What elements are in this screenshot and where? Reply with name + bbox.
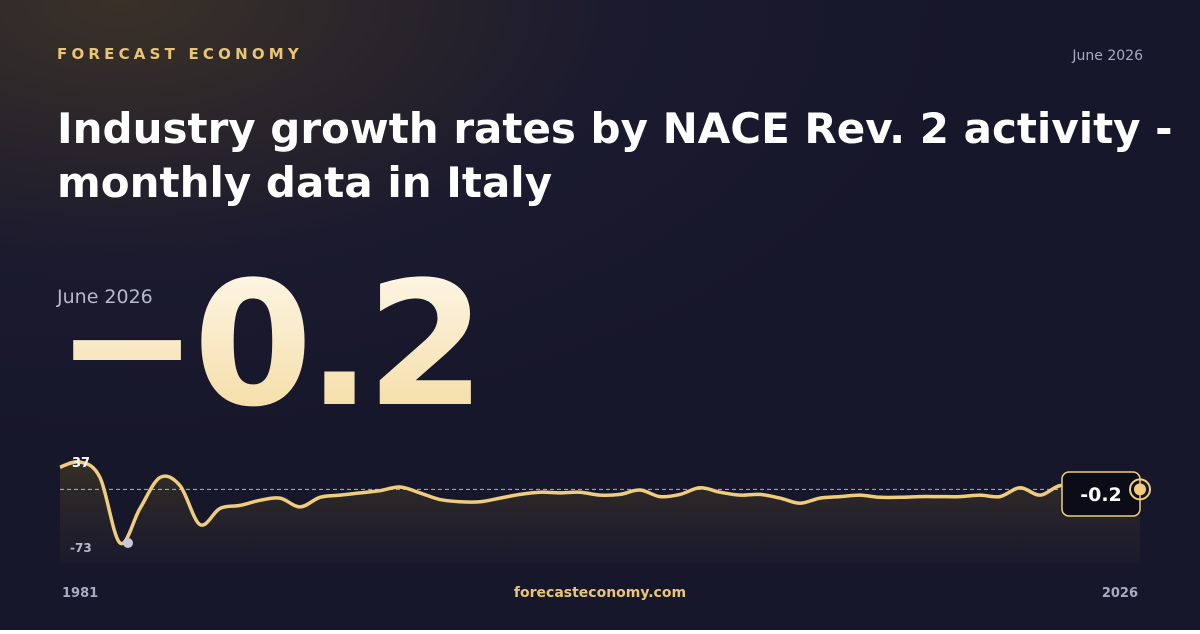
headline-date: June 2026	[56, 286, 153, 308]
x-end-label: 2026	[1102, 586, 1138, 601]
area	[60, 461, 1140, 563]
max-label: 37	[72, 456, 90, 471]
title: monthly data in Italy	[57, 158, 552, 207]
report-date: June 2026	[1071, 48, 1143, 64]
site-url: forecasteconomy.com	[514, 585, 686, 601]
latest-point-ring	[1129, 478, 1151, 501]
title: Industry growth rates by NACE Rev. 2 act…	[57, 104, 1173, 153]
line	[59, 459, 1141, 546]
headline-value: −0.2	[55, 244, 480, 445]
latest-badge-value: -0.2	[1080, 484, 1122, 506]
sparkline: 37 -73 -0.2	[59, 456, 1151, 563]
latest-point	[1134, 483, 1146, 496]
brand: FORECAST ECONOMY	[57, 45, 303, 63]
x-start-label: 1981	[62, 586, 98, 601]
min-label: -73	[70, 541, 92, 555]
min-point	[123, 538, 133, 548]
